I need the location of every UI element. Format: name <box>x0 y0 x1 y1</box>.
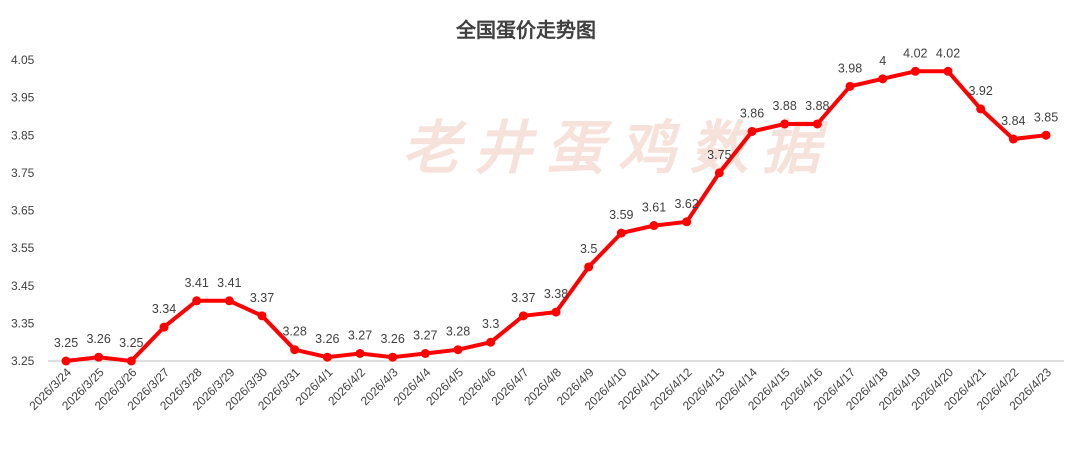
data-point <box>714 168 724 178</box>
data-label: 3.27 <box>413 328 437 342</box>
data-point <box>551 307 561 317</box>
y-axis-ticks: 3.25 3.35 3.45 3.55 3.65 3.75 3.85 3.95 4.05 <box>11 53 35 368</box>
data-label: 3.27 <box>348 328 372 342</box>
y-tick-label: 3.65 <box>11 204 35 218</box>
data-label: 3.26 <box>380 332 404 346</box>
data-point <box>126 356 136 366</box>
data-point <box>1008 134 1018 144</box>
data-label: 3.88 <box>772 99 796 113</box>
data-label: 4.02 <box>936 46 960 60</box>
data-label: 4 <box>879 54 886 68</box>
data-label: 3.28 <box>446 325 470 339</box>
data-point <box>257 311 267 321</box>
data-point <box>94 352 104 362</box>
chart-title: 全国蛋价走势图 <box>455 18 596 42</box>
data-point <box>322 352 332 362</box>
data-label: 3.26 <box>315 332 339 346</box>
data-labels: 3.25 3.26 3.253.343.41 3.413.373.283.26 3.27… <box>54 46 1058 350</box>
data-point <box>616 228 626 238</box>
data-label: 3.84 <box>1001 114 1025 128</box>
y-tick-label: 3.45 <box>11 279 35 293</box>
data-point <box>192 296 202 306</box>
data-point <box>649 221 659 231</box>
data-label: 3.5 <box>580 242 597 256</box>
data-point <box>518 311 528 321</box>
data-label: 3.26 <box>86 332 110 346</box>
data-label: 3.28 <box>282 325 306 339</box>
data-label: 3.25 <box>54 336 78 350</box>
data-label: 3.85 <box>1034 110 1058 124</box>
data-point <box>453 345 463 355</box>
x-axis-ticks: 2026/3/242026/3/252026/3/262026/3/272026… <box>26 365 1054 413</box>
data-label: 3.37 <box>250 291 274 305</box>
data-point <box>486 337 496 347</box>
data-label: 3.92 <box>968 84 992 98</box>
data-point <box>943 66 953 76</box>
y-tick-label: 3.35 <box>11 316 35 330</box>
data-label: 3.41 <box>217 276 241 290</box>
series-markers <box>61 66 1051 366</box>
y-tick-label: 3.55 <box>11 241 35 255</box>
data-label: 3.34 <box>152 302 176 316</box>
y-tick-label: 3.95 <box>11 91 35 105</box>
data-label: 3.41 <box>184 276 208 290</box>
data-label: 3.75 <box>707 148 731 162</box>
data-label: 4.02 <box>903 46 927 60</box>
y-tick-label: 4.05 <box>11 53 35 67</box>
data-point <box>780 119 790 129</box>
data-label: 3.86 <box>740 106 764 120</box>
data-point <box>682 217 692 227</box>
y-tick-label: 3.75 <box>11 166 35 180</box>
y-tick-label: 3.25 <box>11 354 35 368</box>
data-point <box>159 322 169 332</box>
data-point <box>61 356 71 366</box>
data-point <box>584 262 594 272</box>
data-point <box>812 119 822 129</box>
data-point <box>976 104 986 114</box>
y-tick-label: 3.85 <box>11 128 35 142</box>
data-point <box>224 296 234 306</box>
data-label: 3.59 <box>609 208 633 222</box>
data-label: 3.25 <box>119 336 143 350</box>
data-label: 3.61 <box>642 201 666 215</box>
data-point <box>1041 130 1051 140</box>
data-label: 3.88 <box>805 99 829 113</box>
data-label: 3.37 <box>511 291 535 305</box>
data-point <box>388 352 398 362</box>
data-label: 3.38 <box>544 287 568 301</box>
data-label: 3.62 <box>674 197 698 211</box>
data-point <box>910 66 920 76</box>
data-point <box>420 348 430 358</box>
data-point <box>845 81 855 91</box>
data-point <box>878 74 888 84</box>
data-label: 3.98 <box>838 61 862 75</box>
watermark: 老井蛋鸡数据 <box>402 114 834 182</box>
data-label: 3.3 <box>482 317 499 331</box>
data-point <box>355 348 365 358</box>
data-point <box>290 345 300 355</box>
data-point <box>747 126 757 136</box>
